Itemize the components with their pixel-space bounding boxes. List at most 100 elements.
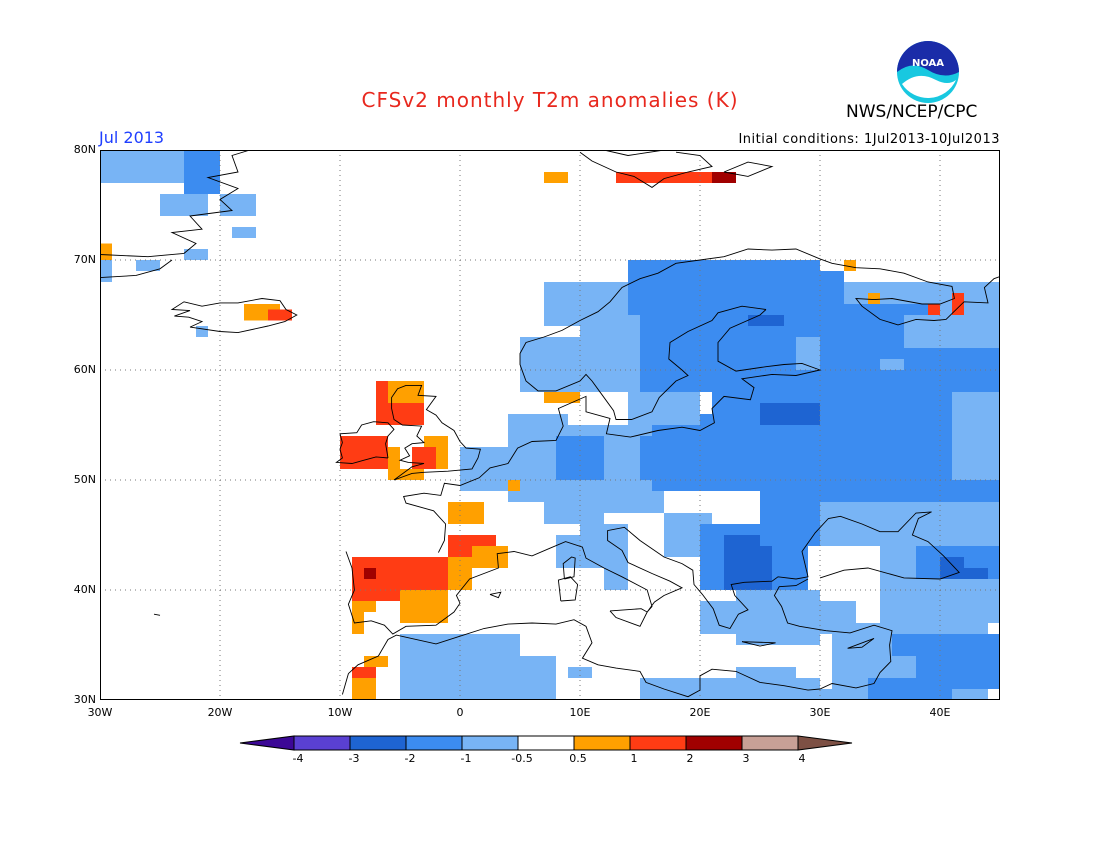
anomaly-cell — [100, 243, 112, 260]
lon-label-20w: 20W — [207, 706, 233, 719]
legend-swatch — [461, 735, 519, 751]
legend-swatch — [685, 735, 743, 751]
legend-label: 0.5 — [569, 752, 587, 765]
coastline — [341, 578, 893, 698]
coastline — [335, 421, 395, 464]
legend-swatch — [573, 735, 631, 751]
map-title: CFSv2 monthly T2m anomalies (K) — [361, 88, 739, 112]
anomaly-cell — [412, 689, 436, 700]
anomaly-cell — [472, 546, 508, 568]
coastline — [579, 151, 713, 188]
anomaly-cell — [760, 403, 820, 425]
legend-swatch — [741, 735, 799, 751]
anomaly-cell — [952, 293, 964, 315]
lon-label-20e: 20E — [689, 706, 711, 719]
anomaly-cell — [544, 392, 580, 403]
anomaly-cell — [844, 260, 856, 271]
legend-label: -1 — [460, 752, 472, 765]
legend-label: 2 — [686, 752, 694, 765]
legend-label: 1 — [630, 752, 638, 765]
anomaly-cell — [352, 612, 364, 634]
legend-swatch — [629, 735, 687, 751]
anomaly-cell — [520, 337, 580, 392]
anomaly-cell — [136, 260, 160, 271]
anomaly-cell — [388, 447, 400, 469]
coastline — [557, 576, 579, 602]
coastline — [170, 298, 298, 334]
lat-label-80n: 80N — [73, 143, 96, 156]
lat-label-70n: 70N — [73, 253, 96, 266]
coastline — [603, 149, 665, 156]
coastline — [99, 149, 251, 258]
anomaly-cell — [448, 502, 484, 524]
grid-lines — [100, 150, 1000, 700]
anomaly-cell — [340, 436, 388, 469]
legend-arrow-low — [239, 735, 295, 751]
month-label: Jul 2013 — [99, 128, 165, 147]
initial-conditions-label: Initial conditions: 1Jul2013-10Jul2013 — [738, 132, 1000, 147]
lon-label-30w: 30W — [87, 706, 113, 719]
lon-label-30e: 30E — [809, 706, 831, 719]
lat-label-50n: 50N — [73, 473, 96, 486]
anomaly-cell — [724, 271, 844, 337]
anomaly-cell — [868, 293, 880, 304]
anomaly-cell — [856, 381, 892, 403]
lon-label-10w: 10W — [327, 706, 353, 719]
anomaly-cell — [904, 315, 1000, 348]
anomaly-cell — [232, 227, 256, 238]
lat-label-60n: 60N — [73, 363, 96, 376]
anomaly-cell — [388, 469, 424, 480]
coastline — [519, 248, 1001, 420]
legend-label: 4 — [798, 752, 806, 765]
anomaly-cell — [964, 546, 1000, 568]
coastline — [741, 641, 776, 647]
noaa-logo: NOAA — [896, 40, 960, 104]
anomaly-cell — [364, 568, 376, 579]
lon-label-40e: 40E — [929, 706, 951, 719]
legend-label: -3 — [348, 752, 360, 765]
lat-label-40n: 40N — [73, 583, 96, 596]
anomaly-cell — [364, 656, 388, 667]
anomaly-cell — [400, 590, 448, 623]
anomaly-cell — [544, 282, 628, 326]
anomaly-cell — [868, 678, 952, 700]
coastline — [847, 637, 875, 649]
coastlines — [99, 149, 1001, 698]
anomaly-cell — [184, 150, 220, 194]
legend-label: -2 — [404, 752, 416, 765]
coastline — [391, 384, 481, 481]
color-legend — [238, 732, 862, 758]
lon-label-10e: 10E — [569, 706, 591, 719]
anomaly-cell — [616, 172, 712, 183]
legend-swatch — [517, 735, 575, 751]
legend-swatch — [293, 735, 351, 751]
anomaly-cell — [268, 309, 292, 321]
anomaly-cell — [160, 194, 208, 216]
anomaly-cell — [952, 392, 1000, 480]
coastline — [99, 259, 173, 279]
anomaly-cell — [520, 656, 556, 678]
coastline — [489, 591, 502, 599]
anomaly-cell — [544, 172, 568, 183]
legend-swatch — [349, 735, 407, 751]
lon-label-0: 0 — [456, 706, 464, 719]
anomaly-cell — [556, 535, 616, 568]
lat-label-30n: 30N — [73, 693, 96, 706]
anomaly-cell — [748, 315, 784, 326]
anomaly-cell — [352, 678, 376, 700]
coastline — [345, 511, 961, 635]
legend-label: 3 — [742, 752, 750, 765]
anomaly-cells — [100, 150, 1010, 700]
anomaly-cell — [712, 172, 736, 183]
coastline — [562, 556, 576, 580]
agency-label: NWS/NCEP/CPC — [846, 102, 978, 122]
anomaly-cell — [352, 667, 376, 678]
anomaly-cell — [508, 480, 520, 491]
anomaly-cell — [184, 249, 208, 260]
anomaly-cell — [580, 315, 640, 392]
legend-label: -0.5 — [511, 752, 533, 765]
legend-swatch — [405, 735, 463, 751]
anomaly-cell — [388, 381, 424, 403]
anomaly-cell — [928, 304, 940, 315]
anomaly-cell — [736, 667, 796, 689]
